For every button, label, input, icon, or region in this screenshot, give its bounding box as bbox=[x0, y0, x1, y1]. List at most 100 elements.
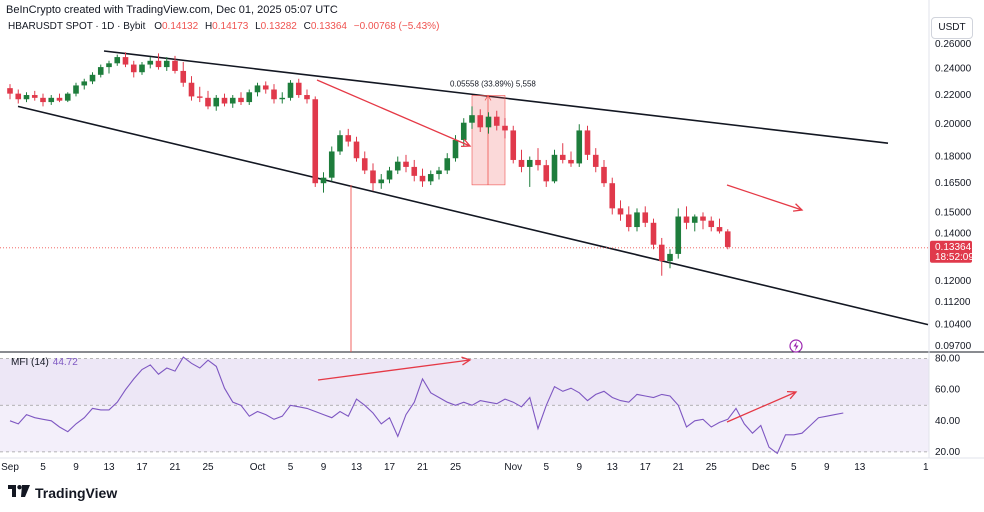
candle-body bbox=[262, 85, 269, 90]
candle-body bbox=[81, 81, 88, 86]
candle-body bbox=[403, 161, 409, 167]
candle-body bbox=[139, 64, 145, 73]
candle-body bbox=[724, 231, 731, 247]
candle-body bbox=[163, 60, 170, 68]
mfi-value: 44.72 bbox=[52, 357, 78, 368]
time-tick-label: 21 bbox=[169, 462, 181, 473]
candle-body bbox=[320, 177, 327, 184]
price-tick-label: 0.12000 bbox=[935, 276, 972, 287]
time-tick-label: Sep bbox=[1, 462, 19, 473]
upper-trendline bbox=[103, 50, 889, 144]
candle-body bbox=[617, 208, 624, 215]
price-tick-label: 0.15000 bbox=[935, 207, 972, 218]
time-tick-label: 17 bbox=[384, 462, 396, 473]
close-key: C bbox=[303, 21, 311, 32]
open-value: 0.14132 bbox=[162, 21, 199, 32]
symbol-label: HBARUSDT SPOT · 1D · Bybit bbox=[8, 21, 146, 32]
time-tick-label: 9 bbox=[576, 462, 582, 473]
candle-body bbox=[650, 222, 657, 245]
candle-body bbox=[460, 122, 467, 140]
time-tick-label: 21 bbox=[417, 462, 429, 473]
mfi-tick-label: 40.00 bbox=[935, 416, 960, 427]
candle-body bbox=[213, 97, 220, 107]
candle-body bbox=[287, 82, 294, 98]
candle-body bbox=[634, 212, 640, 228]
candle-body bbox=[337, 135, 343, 152]
candle-body bbox=[279, 97, 286, 100]
candle-body bbox=[576, 130, 583, 164]
candle-body bbox=[609, 183, 616, 209]
low-value: 0.13282 bbox=[260, 21, 297, 32]
mfi-band bbox=[0, 358, 929, 406]
candle-body bbox=[271, 89, 277, 100]
time-tick-label: 25 bbox=[706, 462, 718, 473]
candle-body bbox=[361, 158, 368, 171]
mfi-series-line bbox=[9, 356, 844, 455]
candle-body bbox=[535, 159, 541, 166]
lightning-icon bbox=[789, 339, 803, 353]
price-tick-label: 0.24000 bbox=[935, 63, 972, 74]
tradingview-brand-name: TradingView bbox=[35, 484, 118, 501]
high-key: H bbox=[204, 21, 213, 32]
candle-body bbox=[667, 253, 673, 262]
candle-body bbox=[180, 70, 187, 83]
candle-body bbox=[229, 97, 236, 104]
candle-body bbox=[246, 92, 253, 103]
price-arrow-1-head bbox=[460, 138, 472, 148]
price-tag-box bbox=[930, 240, 972, 263]
price-tick-label: 0.10400 bbox=[935, 320, 972, 331]
candle-body bbox=[122, 57, 129, 65]
candle-body bbox=[56, 97, 63, 101]
time-tick-label: 5 bbox=[791, 462, 797, 473]
mfi-arrow-2-head bbox=[786, 390, 798, 400]
mfi-tick-label: 60.00 bbox=[935, 385, 960, 396]
time-tick-label: Dec bbox=[752, 462, 770, 473]
price-tick-label: 0.11200 bbox=[935, 297, 971, 308]
candle-body bbox=[188, 82, 195, 97]
candle-body bbox=[114, 57, 121, 64]
mfi-band-lower bbox=[0, 405, 929, 452]
tradingview-logo[interactable]: TradingView bbox=[8, 484, 117, 501]
candle-body bbox=[7, 88, 13, 94]
change-value: −0.00768 (−5.43%) bbox=[353, 21, 440, 32]
close-value: 0.13364 bbox=[310, 21, 347, 32]
candle-body bbox=[97, 67, 104, 75]
candle-body bbox=[436, 170, 442, 175]
candle-body bbox=[378, 179, 385, 184]
candle-body bbox=[683, 216, 690, 223]
candle-body bbox=[304, 95, 310, 100]
open-key: O bbox=[154, 21, 162, 32]
mfi-legend: MFI (14) 44.72 bbox=[11, 357, 78, 368]
candle-body bbox=[130, 64, 137, 73]
candle-body bbox=[15, 93, 22, 100]
candle-body bbox=[658, 244, 665, 262]
candle-body bbox=[642, 212, 649, 223]
price-tick-label: 0.20000 bbox=[935, 119, 972, 130]
currency-button[interactable]: USDT bbox=[931, 17, 973, 39]
candle-body bbox=[295, 82, 302, 96]
price-tag-countdown: 18:52:09 bbox=[935, 252, 974, 263]
candle-body bbox=[238, 97, 244, 103]
time-tick-label: 17 bbox=[640, 462, 652, 473]
candle-body bbox=[526, 159, 533, 167]
price-tick-label: 0.22000 bbox=[935, 90, 972, 101]
measure-label: 0.05558 (33.89%) 5,558 bbox=[450, 79, 536, 88]
low-key: L bbox=[255, 21, 261, 32]
time-tick-label: 13 bbox=[103, 462, 115, 473]
candle-body bbox=[155, 60, 162, 68]
measure-box bbox=[471, 95, 506, 186]
candle-body bbox=[221, 97, 228, 104]
candle-body bbox=[477, 115, 484, 128]
candle-body bbox=[106, 63, 112, 68]
candle-body bbox=[73, 85, 79, 94]
mfi-tick-label: 20.00 bbox=[935, 447, 960, 458]
mfi-name: MFI (14) bbox=[11, 357, 49, 368]
time-tick-label: 5 bbox=[288, 462, 294, 473]
candle-body bbox=[345, 135, 352, 142]
candle-body bbox=[510, 130, 517, 160]
time-tick-label: 1 bbox=[923, 462, 929, 473]
price-tag-value: 0.13364 bbox=[935, 242, 972, 253]
